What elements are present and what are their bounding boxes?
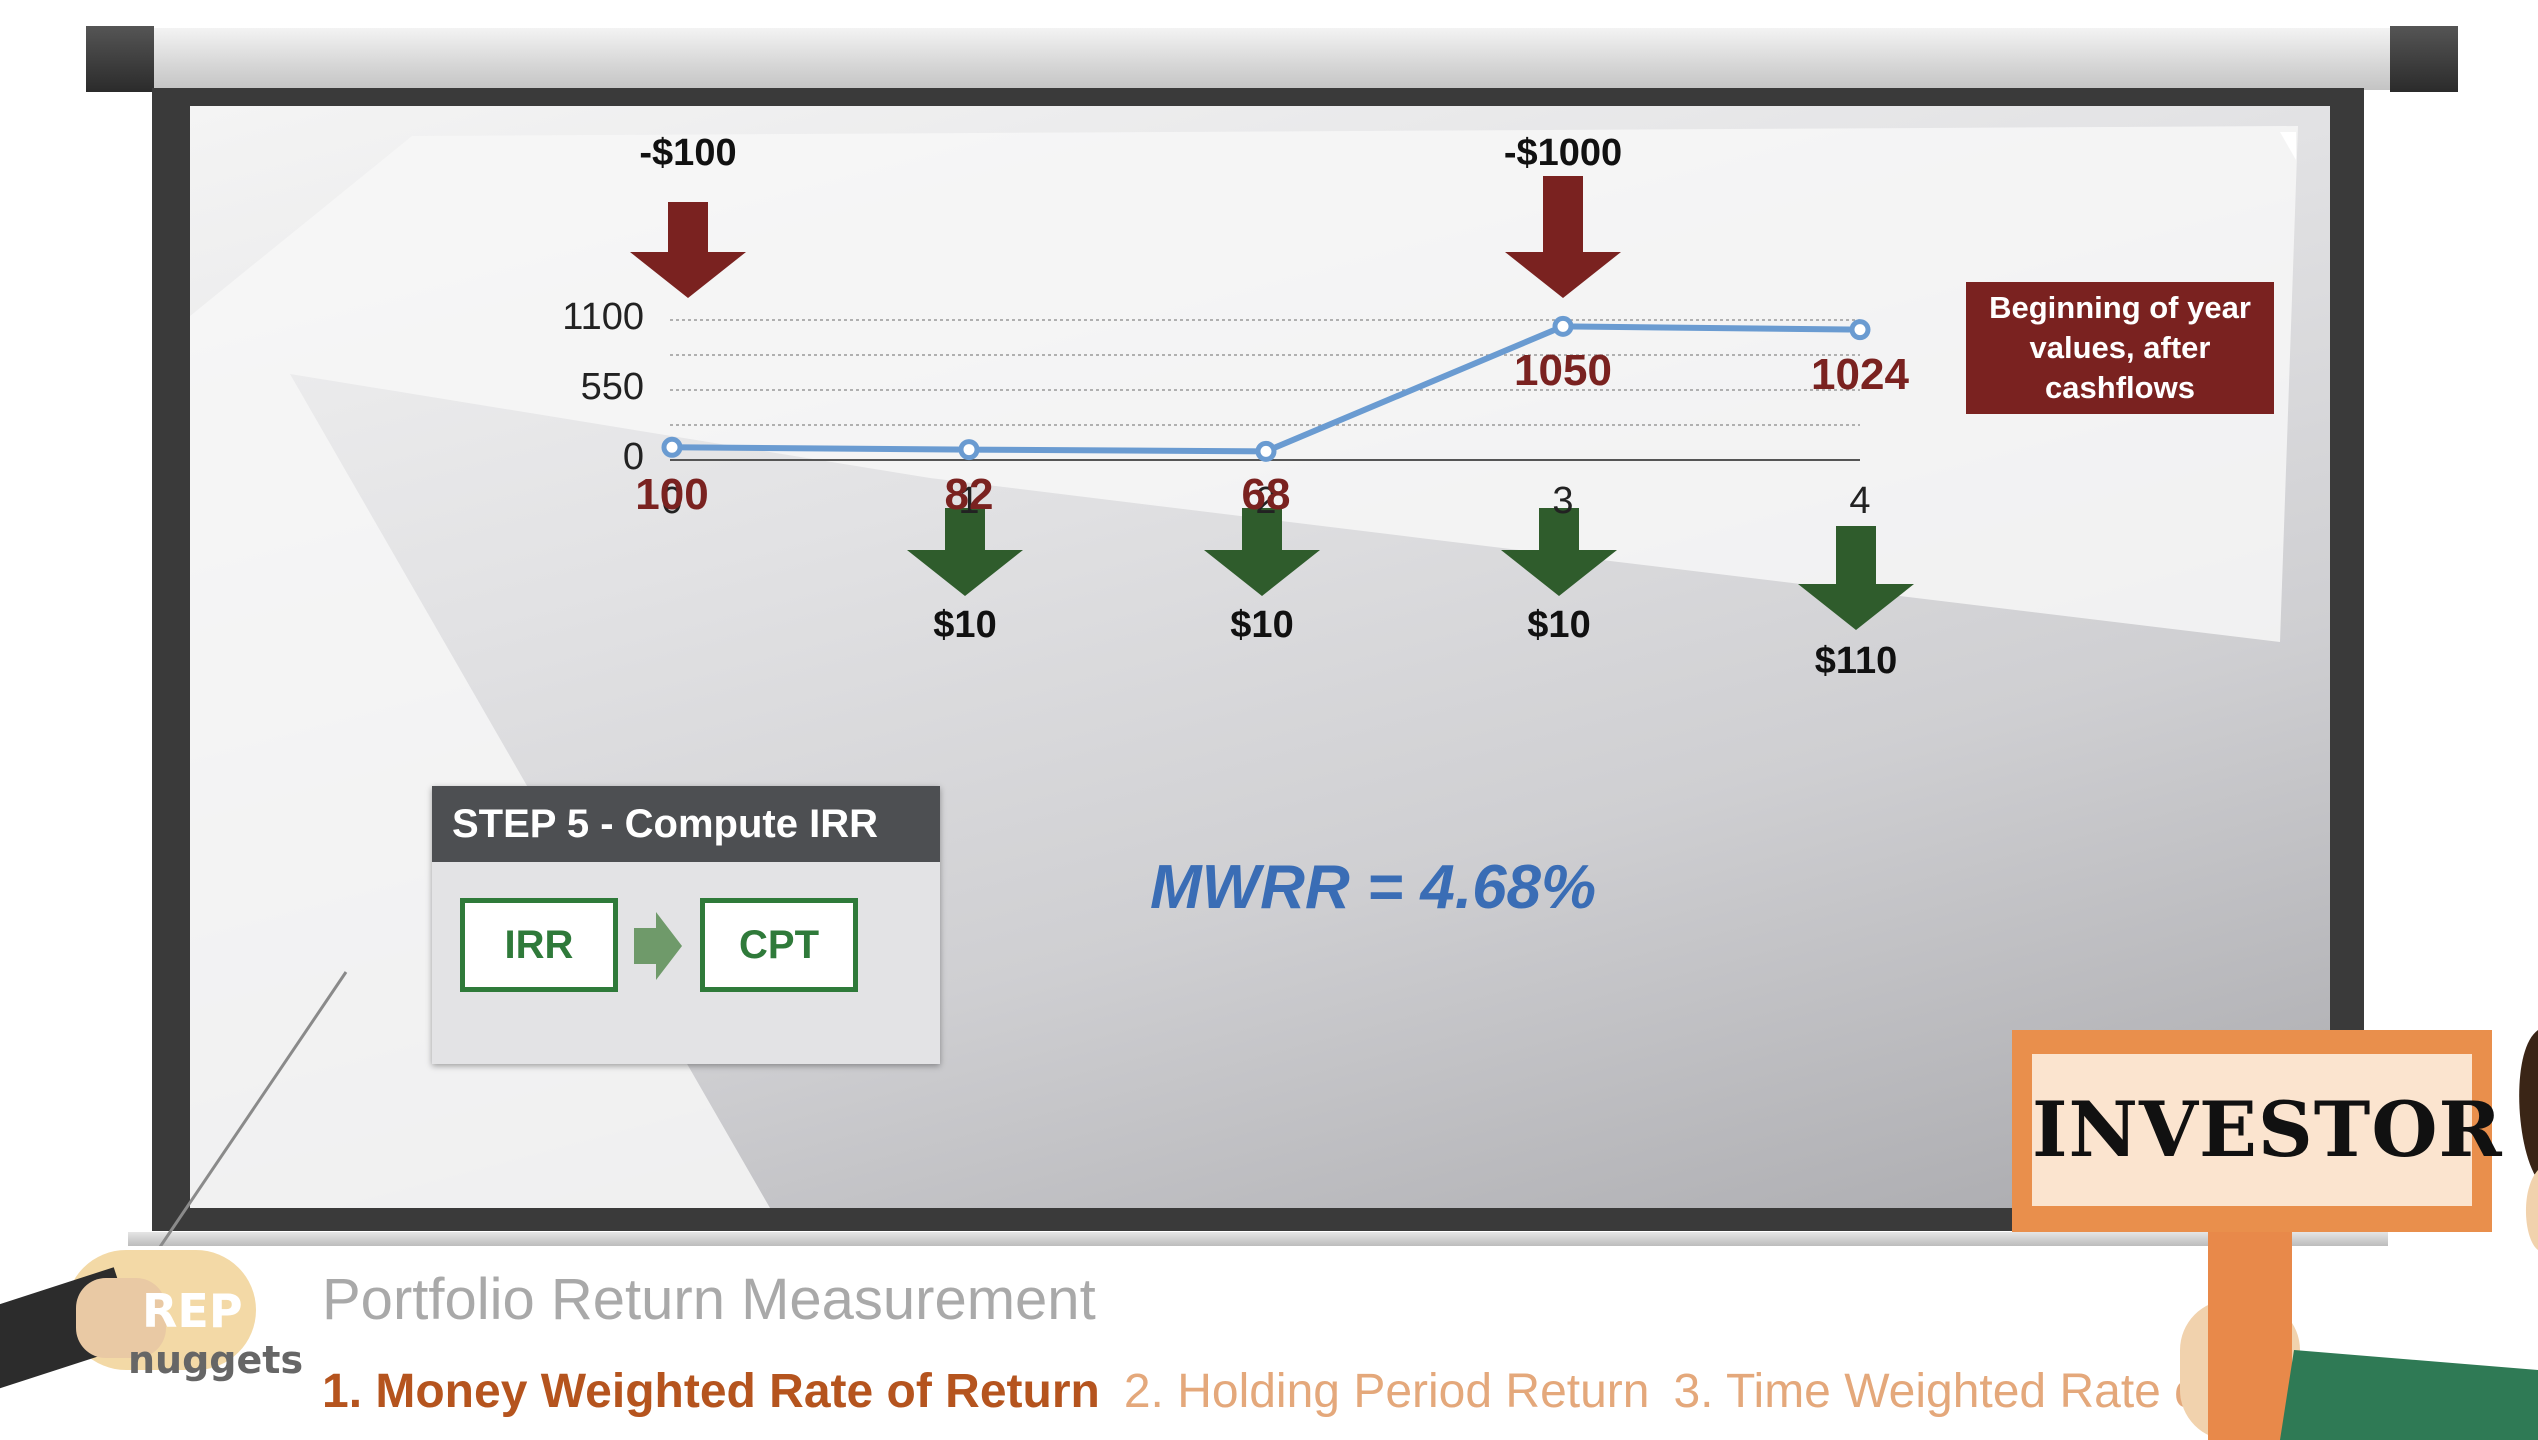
chart-legend: Beginning of year values, after cashflow… [1966,282,2274,414]
data-point [1255,440,1277,462]
x-tick-label: 0 [661,480,683,522]
roller-cap-right [2390,26,2458,92]
x-tick-label: 3 [1552,480,1574,522]
data-point [661,436,683,458]
cpt-key: CPT [700,898,858,992]
roller-cap-left [86,26,154,92]
hand [76,1278,166,1358]
logo-text-rep: REP [142,1284,243,1338]
data-point [958,439,980,461]
arrow-right-icon [634,912,682,980]
withdrawal-arrow [1501,508,1617,596]
investment-label: -$100 [639,132,737,174]
point-value-label: 68 [1241,470,1291,519]
investor-sign: INVESTOR [2032,1054,2502,1206]
legend-text: Beginning of year values, after cashflow… [1989,290,2251,405]
investment-label: -$1000 [1503,132,1623,174]
withdrawal-arrow [1204,508,1320,596]
point-value-label: 82 [944,470,994,519]
point-value-label: 1050 [1514,346,1612,395]
sign-post [2208,1228,2292,1440]
withdrawal-label: $10 [1230,604,1294,646]
step-title: STEP 5 - Compute IRR [432,786,940,862]
y-tick-label: 1100 [562,296,644,338]
investor-character [2280,1030,2538,1440]
withdrawal-arrow [907,508,1023,596]
investment-arrow [630,202,746,298]
screen-roller [86,28,2456,90]
point-value-label: 100 [635,470,709,519]
topic-nav: 1. Money Weighted Rate of Return 2. Holdi… [322,1364,2201,1419]
nav-item-mwrr[interactable]: 1. Money Weighted Rate of Return [322,1365,1100,1418]
x-tick-label: 1 [958,480,980,522]
screen-bottom-bar [128,1232,2388,1246]
y-tick-label: 550 [580,366,644,408]
x-tick-label: 4 [1849,480,1871,522]
data-point [1552,315,1574,337]
x-tick-label: 2 [1255,480,1277,522]
light-beam [190,126,2298,1208]
point-value-label: 1024 [1811,350,1909,399]
irr-key: IRR [460,898,618,992]
withdrawal-label: $110 [1814,640,1898,682]
data-point [1849,319,1871,341]
investment-arrow [1505,176,1621,298]
mwrr-result: MWRR = 4.68% [1150,853,1597,922]
footer [0,1246,2538,1440]
nav-item-twrr[interactable]: 3. Time Weighted Rate o [1673,1365,2201,1418]
logo-text-nuggets: nuggets [128,1338,304,1382]
course-title: Portfolio Return Measurement [322,1267,1096,1332]
withdrawal-arrow [1798,526,1914,630]
y-tick-label: 0 [622,436,644,478]
withdrawal-label: $10 [1527,604,1591,646]
withdrawal-label: $10 [933,604,997,646]
nav-item-hpr[interactable]: 2. Holding Period Return [1123,1365,1650,1418]
series-line [671,323,1861,455]
